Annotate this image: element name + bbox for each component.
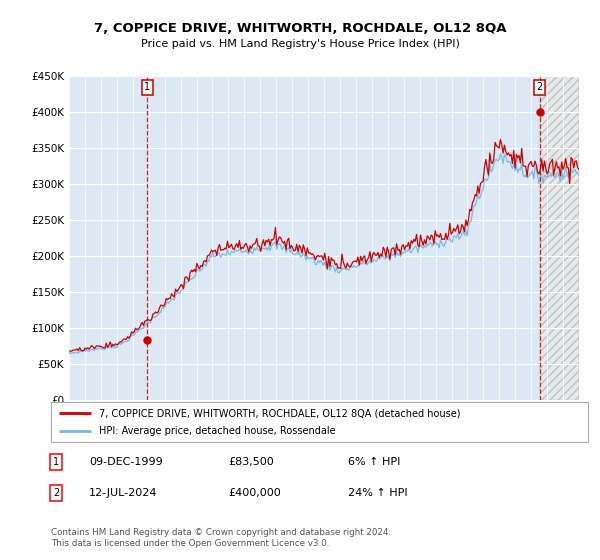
Text: 09-DEC-1999: 09-DEC-1999 <box>89 457 163 467</box>
Text: 12-JUL-2024: 12-JUL-2024 <box>89 488 157 498</box>
Text: 1: 1 <box>53 457 59 467</box>
Text: £83,500: £83,500 <box>228 457 274 467</box>
Text: 2: 2 <box>53 488 59 498</box>
Bar <box>539 76 579 400</box>
Text: 7, COPPICE DRIVE, WHITWORTH, ROCHDALE, OL12 8QA (detached house): 7, COPPICE DRIVE, WHITWORTH, ROCHDALE, O… <box>100 408 461 418</box>
Text: 7, COPPICE DRIVE, WHITWORTH, ROCHDALE, OL12 8QA: 7, COPPICE DRIVE, WHITWORTH, ROCHDALE, O… <box>94 22 506 35</box>
Text: £400,000: £400,000 <box>228 488 281 498</box>
Text: Price paid vs. HM Land Registry's House Price Index (HPI): Price paid vs. HM Land Registry's House … <box>140 39 460 49</box>
Text: HPI: Average price, detached house, Rossendale: HPI: Average price, detached house, Ross… <box>100 426 336 436</box>
FancyBboxPatch shape <box>51 402 588 442</box>
Text: 6% ↑ HPI: 6% ↑ HPI <box>348 457 400 467</box>
Text: Contains HM Land Registry data © Crown copyright and database right 2024.
This d: Contains HM Land Registry data © Crown c… <box>51 528 391 548</box>
Text: 1: 1 <box>145 82 151 92</box>
Text: 24% ↑ HPI: 24% ↑ HPI <box>348 488 407 498</box>
Text: 2: 2 <box>536 82 543 92</box>
